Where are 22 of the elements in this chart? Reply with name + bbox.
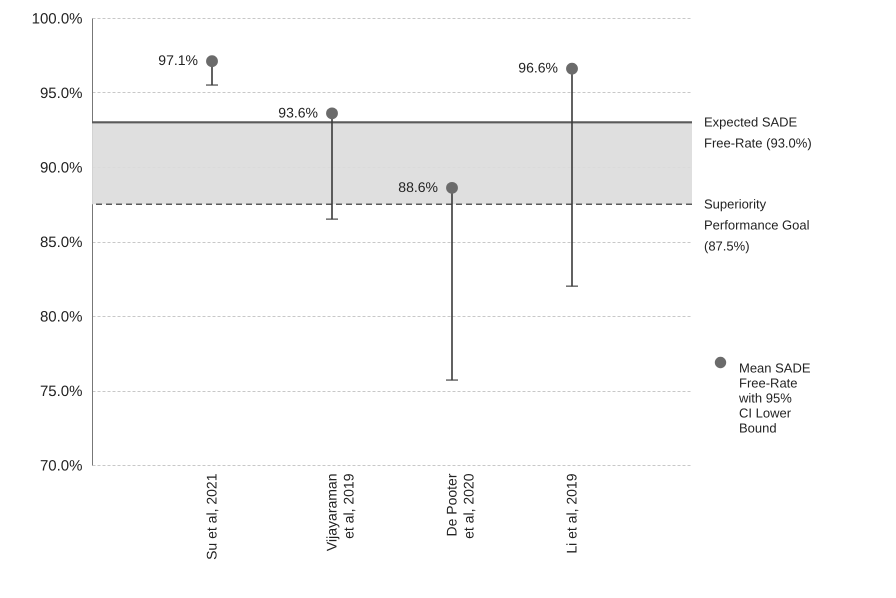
y-tick-label: 75.0% xyxy=(40,383,82,400)
point xyxy=(566,62,578,75)
point xyxy=(206,55,218,68)
y-tick-label: 85.0% xyxy=(40,234,82,251)
data-label: 96.6% xyxy=(518,60,558,76)
x-tick-label: Li et al, 2019 xyxy=(564,473,580,554)
ref-line-label: Expected SADE Free-Rate (93.0%) xyxy=(704,114,812,150)
data-label: 93.6% xyxy=(278,104,318,120)
y-tick-label: 95.0% xyxy=(40,85,82,102)
x-tick-label: Su et al, 2021 xyxy=(204,473,220,560)
point xyxy=(446,182,458,194)
data-label: 97.1% xyxy=(158,52,198,68)
x-tick-label: Vijayaraman et al, 2019 xyxy=(324,473,356,552)
y-tick-label: 70.0% xyxy=(40,458,82,474)
point xyxy=(326,107,338,120)
data-label: 88.6% xyxy=(398,178,438,195)
y-tick-label: 100.0% xyxy=(32,10,82,28)
y-tick-label: 80.0% xyxy=(40,308,82,326)
ref-line-label: Superiority Performance Goal (87.5%) xyxy=(704,196,810,254)
y-tick-label: 90.0% xyxy=(40,160,82,176)
x-tick-label: De Pooter et al, 2020 xyxy=(444,473,476,539)
legend-label: Mean SADE Free-Rate with 95% CI Lower Bound xyxy=(738,360,811,436)
